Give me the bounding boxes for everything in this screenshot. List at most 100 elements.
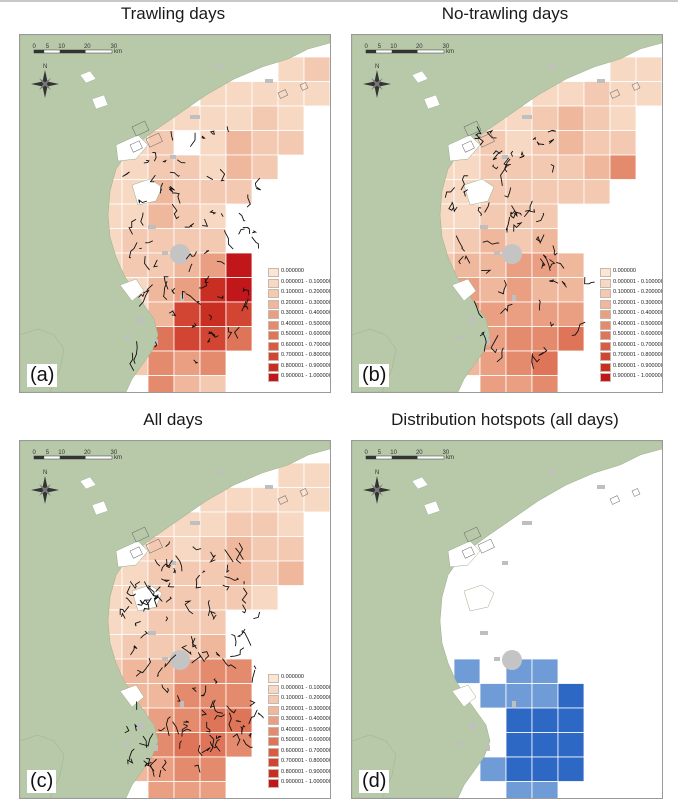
legend-row: 0.700001 - 0.800000 <box>600 351 662 362</box>
legend-row: 0.500001 - 0.600000 <box>268 330 331 341</box>
grid-cell <box>147 130 175 156</box>
scale-tick-label: 30 <box>111 450 118 456</box>
grid-cell <box>173 326 201 352</box>
grid-cell <box>557 179 585 205</box>
scale-tick-label: 0 <box>365 450 369 456</box>
legend-row: 0.400001 - 0.500000 <box>268 320 330 331</box>
legend-label: 0.900001 - 1.000000 <box>281 779 331 785</box>
grid-cell <box>531 179 559 205</box>
legend: 0.000000 0.000001 - 0.100000 0.100001 - 0.… <box>268 673 331 789</box>
grid-cell <box>147 634 175 660</box>
legend-swatch <box>600 310 611 319</box>
map-frame[interactable]: 0 5 10 20 30 km N 0.000000 0.000001 - 0.100000 0… <box>19 440 331 799</box>
coastline-land <box>20 35 330 392</box>
coastline-land <box>352 441 662 798</box>
legend-swatch <box>268 768 279 778</box>
legend-label: 0.300001 - 0.400000 <box>613 310 663 316</box>
legend-row: 0.100001 - 0.200000 <box>268 288 330 299</box>
panel-title: No-trawling days <box>441 4 569 23</box>
grid-cell <box>199 228 227 254</box>
legend-label: 0.500001 - 0.600000 <box>281 331 331 337</box>
legend-label: 0.100001 - 0.200000 <box>613 289 663 295</box>
grid-cell <box>531 203 559 229</box>
grid-cell <box>557 277 585 303</box>
grid-cell <box>199 326 227 352</box>
legend-label: 0.300001 - 0.400000 <box>281 310 331 316</box>
legend-label: 0.200001 - 0.300000 <box>281 705 331 712</box>
grid-cell <box>225 326 253 352</box>
grid-cell <box>147 228 175 254</box>
grid-cell <box>531 756 559 782</box>
aquaculture-outlines <box>461 488 641 559</box>
grid-cell <box>251 81 279 107</box>
legend-row: 0.900001 - 1.000000 <box>600 372 662 383</box>
legend-row: 0.500001 - 0.600000 <box>600 330 662 341</box>
panel-b: No-trawling days 0 5 10 20 30 km N 0.000000 0.0… <box>345 0 665 393</box>
legend-swatch <box>268 737 279 746</box>
grid-cell <box>199 756 227 782</box>
grid-cell <box>173 203 201 229</box>
grid-cell <box>479 203 507 229</box>
grid-cell <box>147 658 175 684</box>
map-frame[interactable]: 0 5 10 20 30 km N 0.000000 0.000001 - 0.100000 0… <box>351 34 663 393</box>
north-label: N <box>43 64 47 70</box>
grid-cell <box>557 130 585 156</box>
legend-label: 0.400001 - 0.500000 <box>281 726 331 733</box>
grid-cell <box>609 81 637 107</box>
legend-row: 0.000001 - 0.100000 <box>268 278 330 289</box>
legend-swatch <box>600 373 611 382</box>
grid-cell <box>225 732 253 758</box>
grid-cell <box>505 179 533 205</box>
legend-row: 0.600001 - 0.700000 <box>268 341 330 352</box>
legend: 0.000000 0.000001 - 0.100000 0.100001 - 0.… <box>268 267 331 383</box>
legend-row: 0.300001 - 0.400000 <box>268 309 331 320</box>
grid-cell <box>531 707 559 733</box>
grid-cell <box>121 203 149 229</box>
legend-label: 0.600001 - 0.700000 <box>613 341 663 348</box>
grid-cell <box>531 326 559 352</box>
legend-swatch <box>268 268 279 277</box>
grid-cell <box>303 487 330 513</box>
lagoon-water <box>451 278 477 302</box>
map-frame[interactable]: 0 5 10 20 30 km N 0.000000 0.000001 - 0.100000 0… <box>19 34 331 393</box>
grid-cell <box>251 487 279 513</box>
grid-cell <box>479 683 507 709</box>
grid-cell <box>505 277 533 303</box>
grid-cell <box>505 154 533 180</box>
legend-swatch <box>600 278 611 288</box>
grid-cell <box>479 756 507 782</box>
grid-cell <box>199 301 227 327</box>
grid-cell <box>225 683 253 709</box>
grid-cell <box>199 105 227 131</box>
grid-cell <box>303 56 330 82</box>
map-frame[interactable]: 0 5 10 20 30 km N (d) <box>351 440 663 799</box>
grid-cell <box>505 756 533 782</box>
legend-label: 0.700001 - 0.800000 <box>281 758 331 764</box>
grid-cell <box>225 130 253 156</box>
circle-feature <box>502 244 522 264</box>
grid-cell <box>251 105 279 131</box>
legend-swatch <box>268 320 279 330</box>
scale-tick-label: 10 <box>390 44 397 50</box>
grid-cell <box>505 781 533 798</box>
grid-cell <box>453 228 481 254</box>
grid-cell <box>557 732 585 758</box>
grid-cell <box>225 105 253 131</box>
legend-swatch <box>600 289 611 298</box>
scale-tick-label: 10 <box>58 44 65 50</box>
legend-row: 0.200001 - 0.300000 <box>268 705 331 716</box>
lagoon-water <box>463 178 495 206</box>
grid-cell <box>121 609 149 635</box>
legend-label: 0.000000 <box>613 268 636 274</box>
grid-cell <box>147 781 175 798</box>
legend-swatch <box>268 747 279 757</box>
grid-cell <box>199 658 227 684</box>
grid-cell <box>225 252 253 278</box>
legend-row: 0.400001 - 0.500000 <box>268 726 331 737</box>
grid-cell <box>531 350 559 376</box>
grid-cell <box>557 756 585 782</box>
grid-cell <box>173 277 201 303</box>
